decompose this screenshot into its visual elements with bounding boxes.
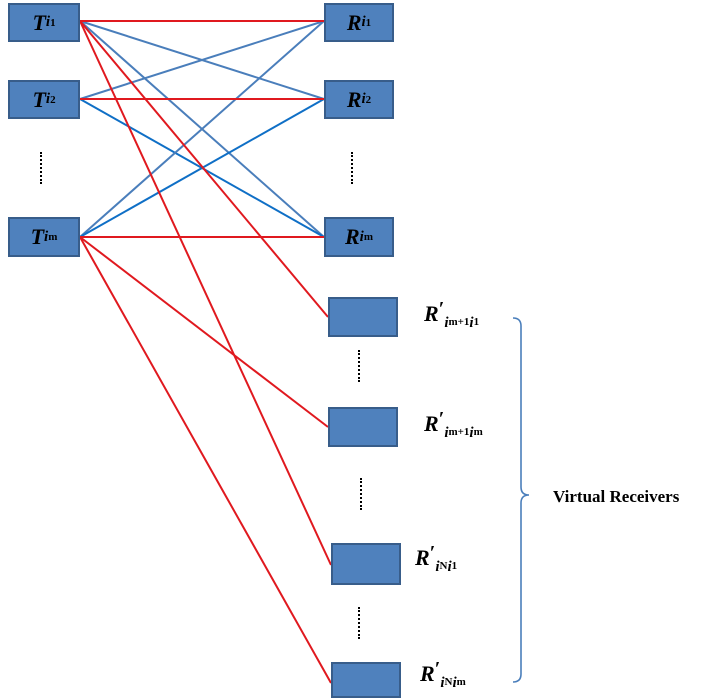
virtual-receivers-label: Virtual Receivers	[553, 487, 680, 506]
transmitter-1-symbol: T	[32, 9, 46, 35]
receiver-1-symbol: R	[346, 9, 362, 35]
transmitter-2-subsub: 2	[50, 93, 56, 106]
link-t2-r1	[79, 20, 325, 100]
receiver-2-sub: i	[361, 91, 366, 107]
transmitter-2-symbol: T	[32, 86, 46, 112]
receiver-m-sub: i	[359, 228, 364, 245]
transmitter-m-symbol: T	[30, 224, 45, 249]
virtual-receiver-2-label: R′im+1im	[424, 408, 483, 441]
virtual-receiver-1-label: R′im+1i1	[424, 298, 480, 331]
virtual-receiver-3-label: R′iNi1	[415, 542, 458, 575]
receiver-2-subsub: 2	[365, 93, 372, 106]
link-t1-vr3	[79, 20, 332, 566]
link-t1-vr1	[79, 20, 329, 318]
transmitter-m-sub: i	[44, 228, 49, 245]
virtual-ellipsis-2	[360, 478, 362, 510]
transmitter-ellipsis	[40, 152, 42, 184]
transmitter-1-sub: i	[45, 14, 51, 30]
virtual-receiver-4	[331, 662, 401, 698]
virtual-ellipsis-3	[358, 607, 360, 639]
virtual-receiver-2	[328, 407, 398, 447]
receiver-m-subsub: m	[363, 231, 374, 243]
virtual-receivers-brace	[512, 317, 530, 683]
virtual-receiver-4-label: R′iNim	[420, 658, 466, 691]
transmitter-m-subsub: m	[48, 231, 58, 243]
virtual-receiver-3	[331, 543, 401, 585]
link-tm-r1	[79, 20, 325, 238]
virtual-ellipsis-1	[358, 350, 360, 382]
receiver-m-symbol: R	[344, 224, 360, 249]
link-tm-vr4	[79, 236, 332, 684]
link-tm-vr2	[79, 236, 329, 428]
receiver-2-symbol: R	[346, 86, 362, 112]
virtual-receiver-1	[328, 297, 398, 337]
transmitter-2-sub: i	[45, 91, 51, 107]
transmitter-1-subsub: 1	[50, 16, 56, 29]
receiver-ellipsis	[351, 152, 353, 184]
receiver-1-sub: i	[361, 14, 366, 30]
virtual-receiver-1-symbol: R	[424, 301, 439, 326]
receiver-1-subsub: 1	[365, 16, 372, 29]
